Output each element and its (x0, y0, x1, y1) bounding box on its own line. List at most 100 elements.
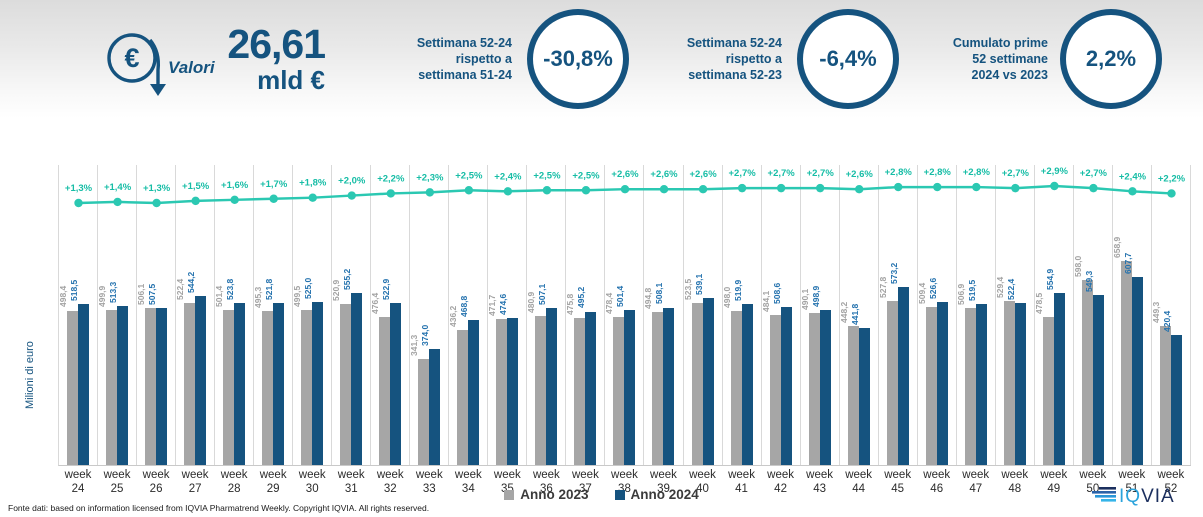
bar-anno-2024 (936, 301, 948, 465)
bar-anno-2023 (652, 311, 664, 465)
bar-value-label: 501,4 (214, 285, 225, 307)
bar-anno-2023 (574, 317, 586, 465)
x-axis-tick: week 31 (337, 469, 365, 495)
x-axis-tick: week 30 (298, 469, 326, 495)
bar-anno-2023 (769, 314, 781, 465)
x-axis-tick: week 29 (259, 469, 287, 495)
bar-anno-2024 (780, 307, 792, 465)
week-group: 499,5 525,0 week 30 (292, 165, 333, 495)
bar-anno-2023 (691, 302, 703, 465)
bar-value-label: 449,3 (1150, 301, 1161, 323)
legend-swatch-2024 (614, 489, 625, 500)
bar-anno-2023 (184, 303, 196, 465)
bar-value-label: 598,0 (1072, 255, 1083, 277)
valori-label: Valori (168, 58, 215, 77)
bar-value-label: 522,4 (175, 278, 186, 301)
bar-anno-2024 (273, 303, 285, 465)
x-axis-tick: week 34 (454, 469, 482, 495)
x-axis-tick: week 28 (220, 469, 248, 495)
bar-value-label: 529,4 (994, 276, 1005, 298)
bar-value-label: 526,6 (927, 277, 938, 299)
week-group: 480,9 507,1 week 36 (526, 165, 567, 495)
header-band: € Valori 26,61 mld € Settimana 52-24 ris… (0, 0, 1203, 118)
bar-value-label: 468,8 (459, 295, 470, 317)
week-group: 484,1 508,6 week 42 (760, 165, 801, 495)
bar-anno-2024 (312, 302, 324, 465)
bar-anno-2023 (1042, 316, 1054, 465)
bar-anno-2023 (301, 310, 313, 465)
week-group: 476,4 522,9 week 32 (370, 165, 411, 495)
week-group: 529,4 522,4 week 48 (994, 165, 1035, 495)
bar-anno-2024 (390, 302, 402, 465)
week-group: 478,5 554,9 week 49 (1034, 165, 1074, 495)
week-group: 506,9 519,5 week 47 (956, 165, 996, 495)
x-axis-tick: week 49 (1040, 469, 1068, 495)
bar-value-label: 475,8 (565, 293, 576, 315)
week-group: 527,8 573,2 week 45 (877, 165, 918, 495)
bar-value-label: 480,9 (526, 291, 537, 313)
x-axis-tick: week 48 (1001, 469, 1029, 495)
x-axis-tick: week 43 (806, 469, 834, 495)
total-value: 26,61 (227, 21, 326, 67)
bar-anno-2024 (234, 302, 246, 465)
week-group: 509,4 526,6 week 46 (917, 165, 957, 495)
bar-anno-2024 (195, 296, 207, 465)
bar-anno-2024 (78, 304, 90, 465)
bar-value-label: 501,4 (615, 285, 626, 307)
x-axis-tick: week 41 (728, 469, 755, 495)
bar-anno-2024 (1014, 303, 1026, 465)
bar-value-label: 507,5 (147, 283, 158, 305)
bar-value-label: 527,8 (877, 277, 888, 299)
bar-anno-2023 (925, 307, 937, 465)
bar-value-label: 555,2 (342, 268, 353, 290)
bar-value-label: 508,1 (654, 283, 665, 305)
week-group: 501,4 523,8 week 28 (214, 165, 255, 495)
bar-value-label: 519,5 (966, 279, 977, 301)
x-axis-tick: week 33 (415, 469, 443, 495)
legend-swatch-2023 (504, 489, 515, 500)
bar-line-chart: 498,4 518,5 week 24 499,9 513,3 week 25 506,1 507… (58, 165, 1191, 495)
bar-value-label: 508,6 (771, 283, 782, 305)
bar-anno-2023 (106, 310, 118, 465)
bar-anno-2024 (1131, 276, 1143, 465)
bar-value-label: 499,9 (97, 285, 108, 308)
bar-anno-2024 (975, 303, 987, 465)
bar-value-label: 607,7 (1122, 252, 1133, 274)
bar-anno-2023 (223, 309, 235, 465)
x-axis-tick: week 24 (64, 469, 92, 495)
bar-value-label: 499,5 (292, 285, 303, 308)
legend-item-anno-2024: Anno 2024 (614, 487, 699, 502)
bar-anno-2024 (156, 307, 168, 465)
bar-anno-2024 (741, 303, 753, 465)
week-group: 498,4 518,5 week 24 (58, 165, 99, 495)
bar-anno-2023 (1003, 300, 1015, 465)
week-group: 448,2 441,8 week 44 (839, 165, 879, 495)
week-group: 341,3 374,0 week 33 (409, 165, 450, 495)
bar-value-label: 471,7 (487, 294, 498, 316)
bar-value-label: 490,1 (799, 288, 810, 311)
bar-anno-2024 (819, 310, 831, 465)
bar-anno-2023 (847, 326, 859, 465)
bar-anno-2023 (1120, 260, 1132, 465)
bar-value-label: 513,3 (108, 281, 119, 303)
x-axis-tick: week 46 (923, 469, 951, 495)
bar-value-label: 522,4 (1005, 278, 1016, 301)
bar-anno-2023 (418, 359, 430, 465)
week-group: 522,4 544,2 week 27 (175, 165, 216, 495)
bar-value-label: 484,1 (760, 290, 771, 312)
bar-value-label: 441,8 (849, 303, 860, 326)
bar-anno-2023 (379, 317, 391, 465)
bar-anno-2023 (964, 307, 976, 465)
bar-anno-2023 (1081, 279, 1093, 465)
bar-value-label: 523,5 (682, 278, 693, 300)
euro-down-icon: € (107, 33, 166, 96)
bar-anno-2024 (546, 307, 558, 465)
bar-anno-2024 (1053, 292, 1065, 465)
bar-anno-2024 (702, 297, 714, 465)
kpi-3-label: Cumulato prime 52 settimane 2024 vs 2023 (952, 36, 1048, 82)
bar-value-label: 507,1 (537, 283, 548, 305)
week-group: 436,2 468,8 week 34 (448, 165, 489, 495)
bar-value-label: 420,4 (1161, 310, 1172, 332)
bar-value-label: 573,2 (888, 263, 899, 285)
